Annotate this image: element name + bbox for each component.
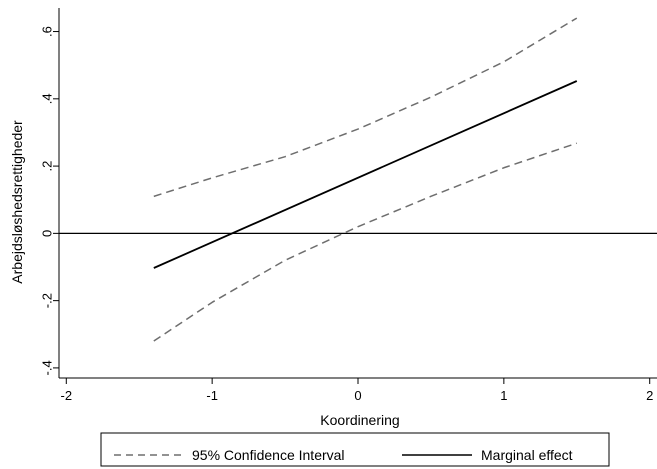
legend-label-marginal: Marginal effect: [481, 447, 573, 463]
y-tick-label: .4: [40, 93, 55, 104]
y-axis-title: Arbejdsløshedsrettigheder: [9, 120, 25, 284]
y-tick-label: .6: [40, 26, 55, 37]
x-tick-label: 1: [500, 388, 507, 403]
legend-label-ci: 95% Confidence Interval: [192, 447, 345, 463]
marginal-effect-line: [153, 80, 578, 269]
chart-axes: [58, 8, 657, 379]
x-axis-ticks: -2 -1 0 1 2: [61, 378, 653, 403]
x-axis-title: Koordinering: [320, 412, 399, 428]
chart-series: [153, 17, 578, 342]
y-tick-label: 0: [40, 230, 55, 237]
y-axis-ticks: -.4 -.2 0 .2 .4 .6: [40, 26, 59, 375]
ci-lower-line: [153, 142, 578, 342]
x-tick-label: -1: [206, 388, 218, 403]
y-tick-label: -.4: [40, 360, 55, 375]
y-tick-label: -.2: [40, 293, 55, 308]
x-tick-label: -2: [61, 388, 73, 403]
x-tick-label: 0: [354, 388, 361, 403]
ci-upper-line: [153, 17, 578, 198]
x-tick-label: 2: [646, 388, 653, 403]
y-tick-label: .2: [40, 161, 55, 172]
legend-frame: [100, 432, 610, 467]
chart-legend: 95% Confidence Interval Marginal effect: [100, 432, 610, 467]
